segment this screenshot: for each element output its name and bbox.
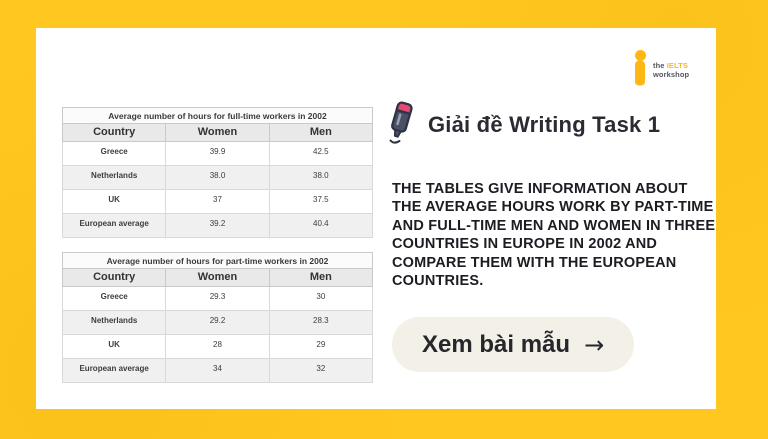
logo-line1-prefix: the	[653, 61, 667, 70]
content-card: the IELTS workshop Average number of hou…	[36, 28, 716, 409]
logo-line2: workshop	[653, 70, 690, 80]
value-cell: 38.0	[165, 165, 270, 190]
column-header: Country	[61, 123, 167, 142]
value-cell: 30	[268, 286, 374, 311]
column-header: Women	[165, 268, 270, 287]
column-header: Men	[268, 268, 374, 287]
i-mark-icon	[631, 50, 648, 92]
brand-logo-text: the IELTS workshop	[653, 50, 689, 80]
table-row: UK 37 37.5	[61, 189, 374, 214]
heading-row: Giải đề Writing Task 1	[386, 100, 661, 151]
parttime-table: Average number of hours for part-time wo…	[61, 252, 374, 383]
value-cell: 32	[268, 358, 374, 383]
table-row: UK 28 29	[61, 334, 374, 359]
tables-column: Average number of hours for full-time wo…	[61, 107, 374, 397]
value-cell: 29.2	[165, 310, 270, 335]
task-prompt-text: THE TABLES GIVE INFORMATION ABOUT THE AV…	[392, 180, 716, 290]
table-row: Netherlands 29.2 28.3	[61, 310, 374, 335]
country-cell: Netherlands	[61, 310, 167, 335]
table-title: Average number of hours for part-time wo…	[62, 252, 373, 269]
value-cell: 29.3	[165, 286, 270, 311]
fulltime-table: Average number of hours for full-time wo…	[61, 107, 374, 238]
country-cell: Greece	[61, 286, 167, 311]
page-title: Giải đề Writing Task 1	[428, 112, 661, 137]
column-header: Women	[165, 123, 270, 142]
table-row: European average 39.2 40.4	[61, 213, 374, 238]
country-cell: Greece	[61, 141, 167, 166]
column-header: Men	[268, 123, 374, 142]
table-title: Average number of hours for full-time wo…	[62, 107, 373, 124]
view-sample-button[interactable]: Xem bài mẫu →	[392, 317, 635, 372]
value-cell: 42.5	[268, 141, 374, 166]
country-cell: UK	[61, 189, 167, 214]
country-cell: European average	[61, 213, 167, 238]
value-cell: 29	[268, 334, 374, 359]
value-cell: 40.4	[268, 213, 374, 238]
value-cell: 38.0	[268, 165, 374, 190]
value-cell: 28	[165, 334, 270, 359]
table-row: European average 34 32	[61, 358, 374, 383]
table-row: Greece 29.3 30	[61, 286, 374, 311]
brand-logo: the IELTS workshop	[631, 50, 689, 92]
table-row: Netherlands 38.0 38.0	[61, 165, 374, 190]
country-cell: UK	[61, 334, 167, 359]
value-cell: 37.5	[268, 189, 374, 214]
country-cell: Netherlands	[61, 165, 167, 190]
country-cell: European average	[61, 358, 167, 383]
value-cell: 37	[165, 189, 270, 214]
value-cell: 28.3	[268, 310, 374, 335]
pencil-icon	[386, 100, 416, 151]
table-row: Greece 39.9 42.5	[61, 141, 374, 166]
arrow-right-icon: →	[584, 330, 605, 359]
value-cell: 34	[165, 358, 270, 383]
logo-line1-brand: IELTS	[666, 61, 688, 70]
value-cell: 39.2	[165, 213, 270, 238]
view-sample-label: Xem bài mẫu	[422, 330, 571, 358]
data-table: Country Women Men Greece 39.9 42.5 Netherlands…	[61, 123, 374, 238]
value-cell: 39.9	[165, 141, 270, 166]
data-table: Country Women Men Greece 29.3 30 Netherlands 29…	[61, 268, 374, 383]
column-header: Country	[61, 268, 167, 287]
